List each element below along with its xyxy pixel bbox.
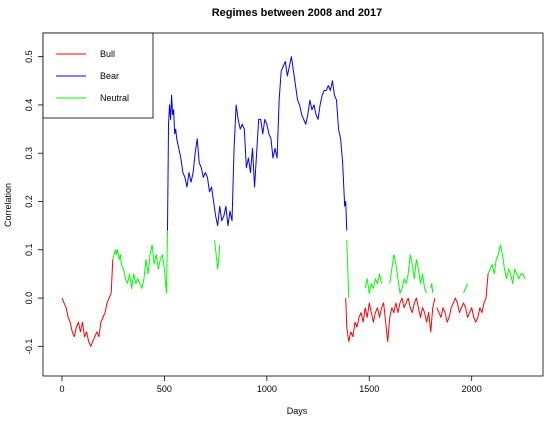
legend-label-neutral: Neutral bbox=[100, 93, 129, 103]
y-tick-label: 0.3 bbox=[24, 147, 34, 160]
series-line-neutral bbox=[487, 244, 526, 285]
legend: Bull Bear Neutral bbox=[42, 32, 154, 119]
y-tick-label: 0.5 bbox=[24, 50, 34, 63]
series-line-neutral bbox=[214, 240, 221, 270]
y-axis: -0.1 0.0 0.1 0.2 0.3 0.4 0.5 bbox=[24, 50, 43, 354]
legend-label-bull: Bull bbox=[100, 49, 115, 59]
x-tick-label: 2000 bbox=[462, 384, 482, 394]
series-line-neutral bbox=[463, 283, 469, 294]
y-tick-label: -0.1 bbox=[24, 339, 34, 355]
x-tick-label: 500 bbox=[157, 384, 172, 394]
series-line-bull bbox=[345, 297, 436, 343]
series-line-bull bbox=[436, 273, 489, 323]
series-line-bear bbox=[344, 201, 348, 231]
x-axis: 0 500 1000 1500 2000 bbox=[59, 376, 482, 394]
y-axis-label: Correlation bbox=[3, 183, 13, 227]
series-line-neutral bbox=[364, 273, 383, 294]
y-tick-label: 0.1 bbox=[24, 244, 34, 257]
y-tick-label: 0.0 bbox=[24, 292, 34, 305]
series-line-neutral bbox=[112, 230, 168, 294]
series-line-bull bbox=[61, 259, 114, 347]
series-line-bear bbox=[167, 56, 346, 231]
x-tick-label: 1500 bbox=[359, 384, 379, 394]
series-layer bbox=[61, 56, 526, 347]
x-tick-label: 0 bbox=[59, 384, 64, 394]
y-tick-label: 0.2 bbox=[24, 195, 34, 208]
chart-title: Regimes between 2008 and 2017 bbox=[212, 7, 383, 19]
y-tick-label: 0.4 bbox=[24, 99, 34, 112]
x-tick-label: 1000 bbox=[257, 384, 277, 394]
plot-frame bbox=[42, 32, 544, 377]
series-line-neutral bbox=[389, 254, 428, 294]
x-axis-label: Days bbox=[287, 406, 308, 416]
series-line-neutral bbox=[430, 283, 434, 294]
legend-label-bear: Bear bbox=[100, 71, 119, 81]
series-line-neutral bbox=[346, 240, 350, 299]
